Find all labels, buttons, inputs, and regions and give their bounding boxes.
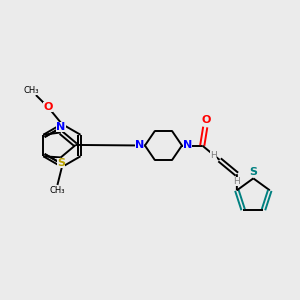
Text: H: H	[210, 151, 217, 160]
Text: O: O	[201, 116, 211, 125]
Text: O: O	[43, 102, 52, 112]
Text: H: H	[233, 177, 240, 186]
Text: N: N	[135, 140, 144, 150]
Text: S: S	[249, 167, 257, 177]
Text: CH₃: CH₃	[23, 86, 39, 95]
Text: N: N	[183, 140, 192, 150]
Text: N: N	[56, 122, 66, 132]
Text: CH₃: CH₃	[50, 186, 65, 195]
Text: S: S	[57, 158, 65, 168]
